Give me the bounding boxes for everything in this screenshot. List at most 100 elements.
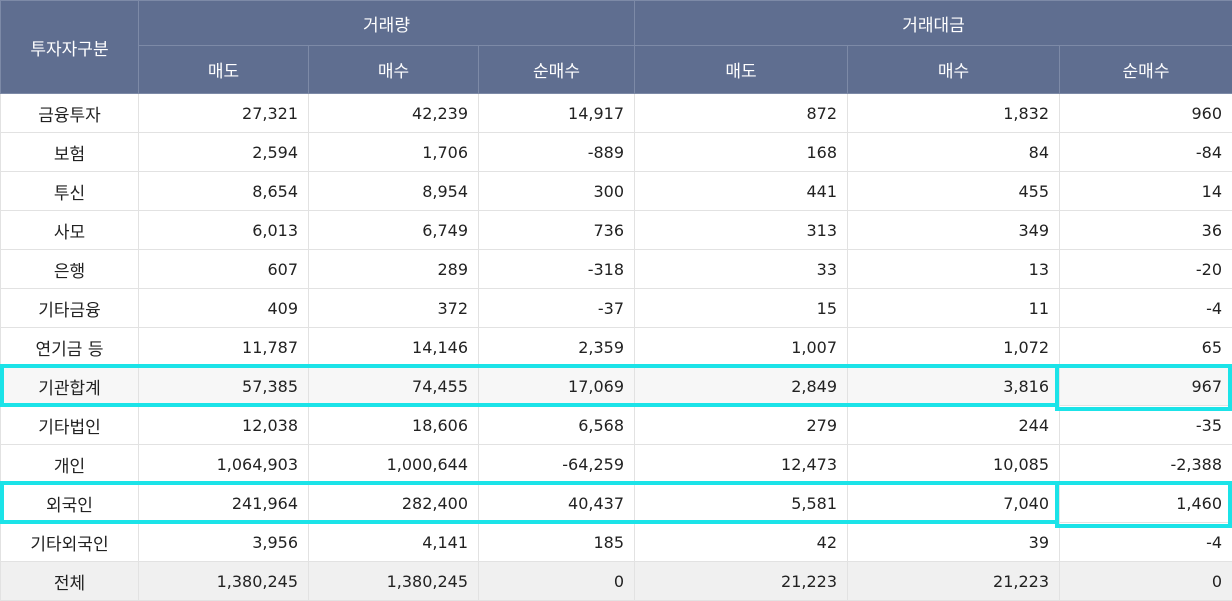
cell-volume-net: 736 bbox=[479, 211, 635, 250]
cell-volume-sell: 409 bbox=[139, 289, 309, 328]
cell-value-sell: 12,473 bbox=[635, 445, 848, 484]
header-volume-sell[interactable]: 매도 bbox=[139, 46, 309, 94]
cell-volume-buy: 282,400 bbox=[309, 484, 479, 523]
cell-value-net: 0 bbox=[1060, 562, 1232, 601]
row-label: 개인 bbox=[1, 445, 139, 484]
cell-value-buy: 349 bbox=[848, 211, 1060, 250]
row-label: 투신 bbox=[1, 172, 139, 211]
cell-value-buy: 455 bbox=[848, 172, 1060, 211]
row-label: 보험 bbox=[1, 133, 139, 172]
cell-value-net: 967 bbox=[1060, 367, 1232, 406]
cell-volume-net: -37 bbox=[479, 289, 635, 328]
cell-value-net: 36 bbox=[1060, 211, 1232, 250]
cell-volume-buy: 42,239 bbox=[309, 94, 479, 133]
row-label: 기관합계 bbox=[1, 367, 139, 406]
cell-volume-net: 0 bbox=[479, 562, 635, 601]
cell-volume-sell: 1,064,903 bbox=[139, 445, 309, 484]
header-value-sell[interactable]: 매도 bbox=[635, 46, 848, 94]
cell-volume-net: 2,359 bbox=[479, 328, 635, 367]
cell-value-sell: 279 bbox=[635, 406, 848, 445]
cell-volume-buy: 289 bbox=[309, 250, 479, 289]
cell-volume-sell: 607 bbox=[139, 250, 309, 289]
cell-volume-buy: 1,000,644 bbox=[309, 445, 479, 484]
header-value-buy[interactable]: 매수 bbox=[848, 46, 1060, 94]
cell-value-buy: 1,832 bbox=[848, 94, 1060, 133]
cell-volume-buy: 6,749 bbox=[309, 211, 479, 250]
row-label: 기타금융 bbox=[1, 289, 139, 328]
cell-value-net: -4 bbox=[1060, 289, 1232, 328]
cell-volume-buy: 8,954 bbox=[309, 172, 479, 211]
cell-volume-sell: 8,654 bbox=[139, 172, 309, 211]
cell-volume-net: 40,437 bbox=[479, 484, 635, 523]
cell-value-net: -2,388 bbox=[1060, 445, 1232, 484]
row-label: 연기금 등 bbox=[1, 328, 139, 367]
cell-volume-sell: 2,594 bbox=[139, 133, 309, 172]
cell-volume-net: 14,917 bbox=[479, 94, 635, 133]
cell-value-sell: 1,007 bbox=[635, 328, 848, 367]
header-group-volume: 거래량 bbox=[139, 1, 635, 46]
cell-value-net: -4 bbox=[1060, 523, 1232, 562]
cell-volume-net: -889 bbox=[479, 133, 635, 172]
cell-volume-net: 300 bbox=[479, 172, 635, 211]
cell-value-buy: 21,223 bbox=[848, 562, 1060, 601]
cell-value-net: 65 bbox=[1060, 328, 1232, 367]
cell-value-sell: 2,849 bbox=[635, 367, 848, 406]
cell-value-buy: 13 bbox=[848, 250, 1060, 289]
cell-value-buy: 7,040 bbox=[848, 484, 1060, 523]
row-label: 사모 bbox=[1, 211, 139, 250]
cell-volume-sell: 11,787 bbox=[139, 328, 309, 367]
header-investor-category[interactable]: 투자자구분 bbox=[1, 1, 139, 94]
cell-volume-sell: 12,038 bbox=[139, 406, 309, 445]
cell-value-sell: 872 bbox=[635, 94, 848, 133]
cell-volume-sell: 241,964 bbox=[139, 484, 309, 523]
cell-value-buy: 11 bbox=[848, 289, 1060, 328]
cell-volume-buy: 14,146 bbox=[309, 328, 479, 367]
cell-value-net: 960 bbox=[1060, 94, 1232, 133]
cell-volume-buy: 4,141 bbox=[309, 523, 479, 562]
cell-value-sell: 15 bbox=[635, 289, 848, 328]
cell-value-buy: 1,072 bbox=[848, 328, 1060, 367]
header-volume-net[interactable]: 순매수 bbox=[479, 46, 635, 94]
cell-value-net: -35 bbox=[1060, 406, 1232, 445]
cell-value-net: -84 bbox=[1060, 133, 1232, 172]
cell-value-buy: 244 bbox=[848, 406, 1060, 445]
cell-volume-buy: 1,380,245 bbox=[309, 562, 479, 601]
cell-volume-net: -318 bbox=[479, 250, 635, 289]
header-volume-buy[interactable]: 매수 bbox=[309, 46, 479, 94]
cell-value-buy: 39 bbox=[848, 523, 1060, 562]
cell-value-sell: 5,581 bbox=[635, 484, 848, 523]
cell-volume-sell: 27,321 bbox=[139, 94, 309, 133]
cell-value-sell: 21,223 bbox=[635, 562, 848, 601]
cell-volume-buy: 372 bbox=[309, 289, 479, 328]
cell-value-net: -20 bbox=[1060, 250, 1232, 289]
cell-volume-sell: 1,380,245 bbox=[139, 562, 309, 601]
cell-value-buy: 3,816 bbox=[848, 367, 1060, 406]
row-label: 외국인 bbox=[1, 484, 139, 523]
cell-volume-sell: 3,956 bbox=[139, 523, 309, 562]
cell-value-sell: 168 bbox=[635, 133, 848, 172]
cell-volume-buy: 74,455 bbox=[309, 367, 479, 406]
cell-value-sell: 33 bbox=[635, 250, 848, 289]
row-label: 기타법인 bbox=[1, 406, 139, 445]
cell-value-sell: 313 bbox=[635, 211, 848, 250]
cell-value-net: 14 bbox=[1060, 172, 1232, 211]
cell-volume-net: 185 bbox=[479, 523, 635, 562]
row-label: 기타외국인 bbox=[1, 523, 139, 562]
header-value-net[interactable]: 순매수 bbox=[1060, 46, 1232, 94]
cell-volume-net: 17,069 bbox=[479, 367, 635, 406]
